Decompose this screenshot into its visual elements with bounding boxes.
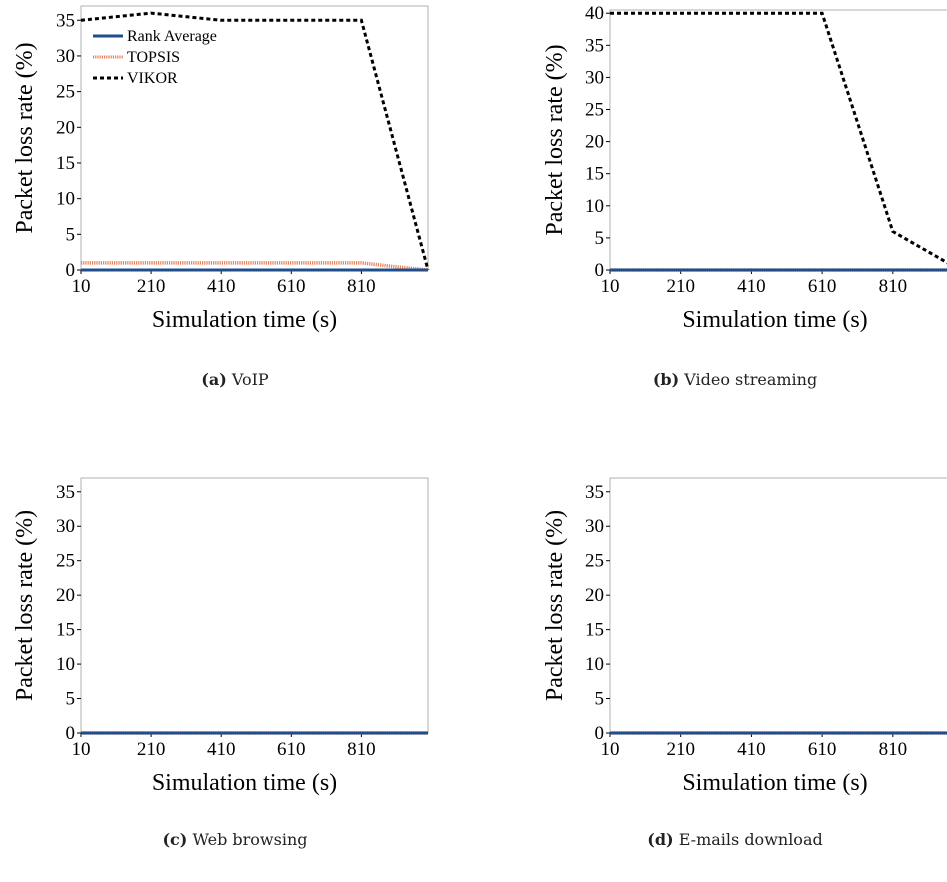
x-tick-label: 10 [72, 276, 91, 297]
x-tick-label: 210 [137, 276, 166, 297]
x-tick-label: 810 [879, 739, 908, 760]
x-axis-label: Simulation time (s) [152, 307, 337, 333]
y-tick-label: 30 [56, 516, 75, 537]
x-tick-label: 210 [137, 739, 166, 760]
y-axis-label: Packet loss rate (%) [542, 44, 568, 235]
legend-label: VIKOR [127, 70, 178, 87]
series-line-series-2 [610, 13, 947, 270]
y-tick-label: 35 [56, 482, 75, 503]
y-tick-label: 40 [585, 3, 604, 24]
y-tick-label: 25 [56, 551, 75, 572]
chart-caption: (d) E-mails download [500, 830, 947, 849]
x-tick-label: 210 [666, 739, 695, 760]
legend-label: Rank Average [127, 28, 217, 45]
x-tick-label: 610 [808, 739, 837, 760]
y-tick-label: 15 [585, 164, 604, 185]
x-tick-label: 810 [347, 739, 376, 760]
y-tick-label: 25 [585, 100, 604, 121]
y-tick-label: 15 [585, 620, 604, 641]
x-tick-label: 10 [72, 739, 91, 760]
y-tick-label: 10 [56, 189, 75, 210]
y-axis-label: Packet loss rate (%) [542, 510, 568, 701]
y-tick-label: 20 [585, 585, 604, 606]
y-tick-label: 35 [585, 35, 604, 56]
x-axis-label: Simulation time (s) [152, 770, 337, 796]
caption-text: E-mails download [679, 830, 823, 849]
x-tick-label: 410 [207, 276, 236, 297]
y-tick-label: 5 [595, 689, 605, 710]
y-axis-label: Packet loss rate (%) [12, 42, 38, 233]
y-tick-label: 15 [56, 153, 75, 174]
x-tick-label: 610 [277, 739, 306, 760]
x-axis-label: Simulation time (s) [682, 770, 867, 796]
y-tick-label: 30 [585, 67, 604, 88]
y-tick-label: 10 [585, 654, 604, 675]
plot-frame [81, 6, 428, 270]
y-tick-label: 20 [56, 585, 75, 606]
y-tick-label: 5 [66, 689, 76, 710]
y-tick-label: 30 [585, 516, 604, 537]
y-tick-label: 25 [585, 551, 604, 572]
x-tick-label: 410 [737, 739, 766, 760]
y-axis-label: Packet loss rate (%) [12, 510, 38, 701]
x-tick-label: 210 [666, 276, 695, 297]
caption-text: Web browsing [192, 830, 307, 849]
caption-letter: (c) [162, 830, 187, 849]
x-axis-label: Simulation time (s) [682, 307, 867, 333]
x-tick-label: 610 [277, 276, 306, 297]
y-tick-label: 5 [595, 228, 605, 249]
y-tick-label: 35 [585, 482, 604, 503]
chart-caption: (b) Video streaming [500, 370, 947, 389]
caption-letter: (b) [653, 370, 679, 389]
caption-letter: (a) [201, 370, 227, 389]
caption-text: VoIP [232, 370, 269, 389]
y-tick-label: 5 [66, 224, 76, 245]
plot-frame [610, 478, 947, 733]
caption-text: Video streaming [684, 370, 817, 389]
plot-frame [81, 478, 428, 733]
y-tick-label: 35 [56, 10, 75, 31]
x-tick-label: 10 [601, 276, 620, 297]
x-tick-label: 410 [207, 739, 236, 760]
x-tick-label: 610 [808, 276, 837, 297]
chart-caption: (a) VoIP [0, 370, 470, 389]
y-tick-label: 20 [585, 132, 604, 153]
y-tick-label: 20 [56, 117, 75, 138]
legend-label: TOPSIS [127, 49, 180, 66]
chart-caption: (c) Web browsing [0, 830, 470, 849]
x-tick-label: 410 [737, 276, 766, 297]
plot-frame [610, 10, 947, 270]
y-tick-label: 25 [56, 82, 75, 103]
x-tick-label: 10 [601, 739, 620, 760]
x-tick-label: 810 [879, 276, 908, 297]
x-tick-label: 810 [347, 276, 376, 297]
y-tick-label: 30 [56, 46, 75, 67]
caption-letter: (d) [647, 830, 673, 849]
y-tick-label: 10 [56, 654, 75, 675]
y-tick-label: 15 [56, 620, 75, 641]
y-tick-label: 10 [585, 196, 604, 217]
